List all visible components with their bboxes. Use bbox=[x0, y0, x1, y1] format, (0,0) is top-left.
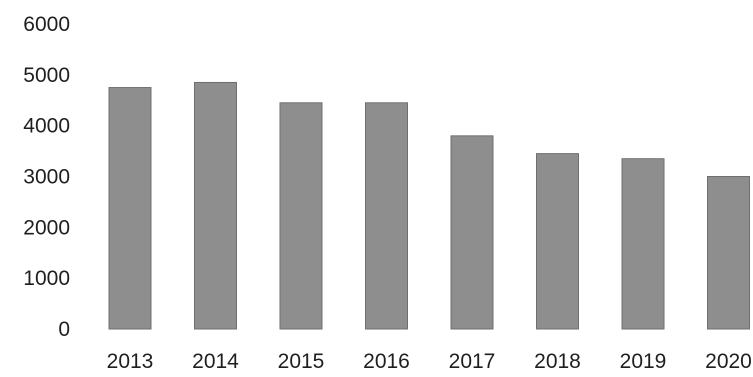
bar-2017 bbox=[450, 135, 494, 330]
x-tick-label-2019: 2019 bbox=[620, 350, 667, 373]
bar-2013 bbox=[108, 87, 152, 330]
x-tick-label-2018: 2018 bbox=[534, 350, 581, 373]
x-tick-label-2017: 2017 bbox=[449, 350, 496, 373]
bar-2016 bbox=[365, 102, 408, 330]
y-axis: 0 1000 2000 3000 4000 5000 6000 bbox=[23, 13, 70, 341]
x-axis: 2013 2014 2015 2016 2017 2018 2019 2020 bbox=[107, 350, 752, 373]
y-tick-label-6000: 6000 bbox=[23, 13, 70, 36]
x-tick-label-2014: 2014 bbox=[192, 350, 239, 373]
y-tick-label-2000: 2000 bbox=[23, 216, 70, 239]
x-tick-label-2013: 2013 bbox=[107, 350, 154, 373]
y-tick-label-4000: 4000 bbox=[23, 115, 70, 138]
bar-2014 bbox=[194, 81, 237, 330]
x-tick-label-2020: 2020 bbox=[705, 350, 752, 373]
bar-2020 bbox=[707, 176, 750, 330]
bar-2018 bbox=[536, 153, 579, 330]
bars bbox=[108, 81, 750, 330]
x-tick-label-2015: 2015 bbox=[278, 350, 325, 373]
y-tick-label-1000: 1000 bbox=[23, 267, 70, 290]
y-tick-label-3000: 3000 bbox=[23, 166, 70, 189]
y-tick-label-5000: 5000 bbox=[23, 64, 70, 87]
y-tick-label-0: 0 bbox=[58, 318, 70, 341]
bar-2015 bbox=[279, 102, 323, 330]
bar-2019 bbox=[621, 158, 665, 330]
x-tick-label-2016: 2016 bbox=[363, 350, 410, 373]
